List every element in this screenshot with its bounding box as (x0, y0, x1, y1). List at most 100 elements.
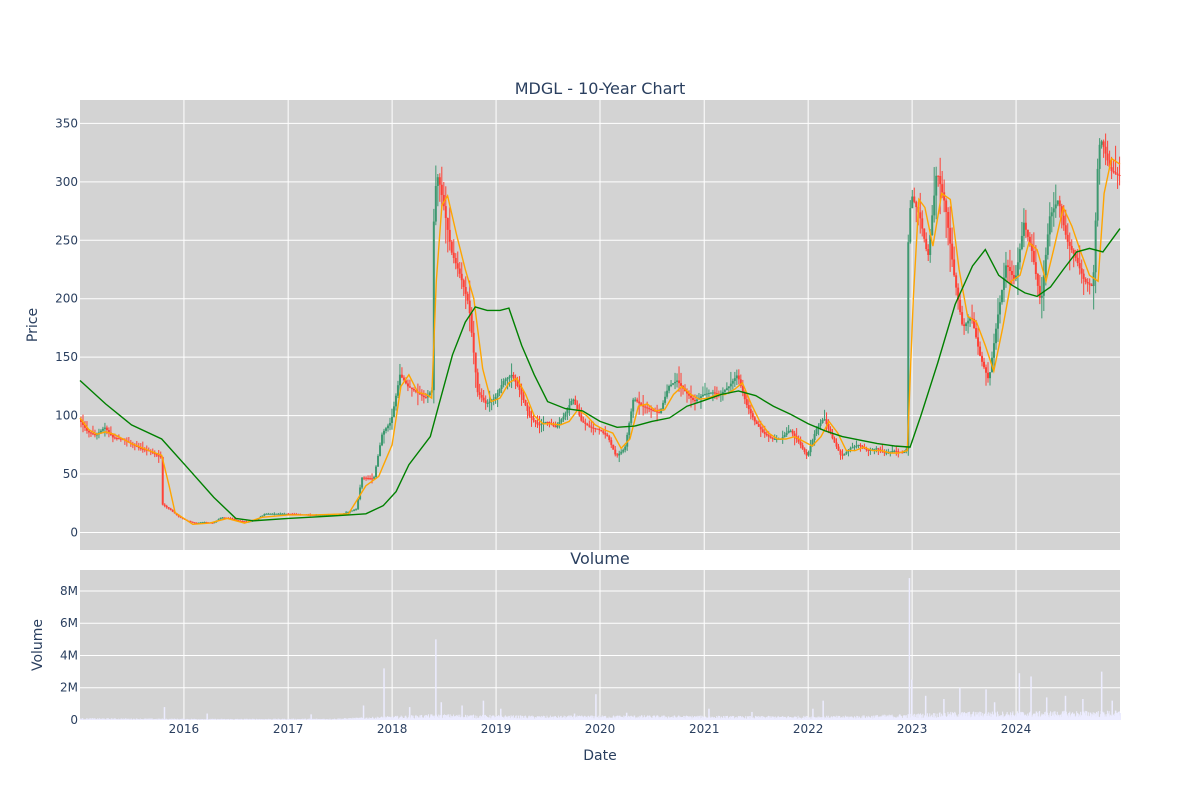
volume-bar (307, 718, 309, 720)
volume-bar (361, 717, 363, 720)
volume-bar (503, 717, 505, 720)
volume-bar (131, 719, 133, 720)
volume-bar (314, 719, 316, 720)
volume-bar (607, 718, 609, 720)
volume-bar (418, 717, 420, 720)
volume-bar (651, 718, 653, 720)
volume-bar (299, 719, 301, 720)
volume-bar (169, 719, 171, 720)
volume-bar (542, 717, 544, 720)
volume-bar (417, 717, 419, 720)
volume-bar (930, 716, 932, 720)
volume-bar (903, 715, 905, 720)
volume-bar (1055, 714, 1057, 720)
volume-bar (267, 718, 269, 720)
volume-bar (647, 715, 649, 720)
volume-bar (262, 719, 264, 720)
volume-bar (761, 715, 763, 720)
price-candle-down (755, 421, 758, 425)
volume-bar (622, 718, 624, 720)
volume-bar (796, 718, 798, 720)
volume-bar (365, 717, 367, 720)
volume-bar (205, 718, 207, 720)
volume-bar (114, 718, 116, 720)
volume-bar (136, 718, 138, 720)
volume-bar (884, 717, 886, 720)
volume-bar (591, 715, 593, 720)
volume-bar (821, 717, 823, 720)
volume-bar (598, 715, 600, 720)
volume-bar (457, 715, 459, 720)
volume-bar (1091, 714, 1093, 720)
volume-bar (715, 717, 717, 720)
price-candle-up (783, 435, 786, 438)
volume-bar (989, 716, 991, 720)
volume-bar (834, 717, 836, 720)
volume-bar (1084, 710, 1086, 720)
volume-bar (103, 718, 105, 720)
volume-bar (753, 718, 755, 720)
volume-bar (728, 718, 730, 720)
price-candle-down (743, 392, 746, 400)
volume-bar (615, 716, 617, 720)
volume-bar (1113, 714, 1115, 720)
volume-bar (595, 694, 597, 720)
volume-bar (251, 719, 253, 720)
volume-bar (1102, 711, 1104, 720)
volume-bar (835, 715, 837, 720)
volume-bar (875, 716, 877, 720)
volume-bar (827, 715, 829, 720)
price-candle-down (963, 324, 966, 327)
volume-bar (103, 718, 105, 720)
price-candle-down (93, 434, 96, 436)
volume-bar (711, 717, 713, 720)
volume-bar (368, 717, 370, 720)
volume-bar (949, 714, 951, 720)
volume-bar (428, 718, 430, 720)
volume-bar (720, 718, 722, 720)
volume-bar (213, 719, 215, 720)
volume-bar (1116, 712, 1118, 720)
price-candle-down (105, 427, 108, 431)
volume-bar (132, 719, 134, 720)
price-candle-up (1056, 200, 1059, 205)
volume-bar (712, 717, 714, 720)
volume-bar (646, 715, 648, 720)
volume-bar (600, 716, 602, 720)
volume-bar (742, 717, 744, 720)
volume-bar (827, 717, 829, 720)
volume-bar (322, 718, 324, 720)
volume-bar (658, 718, 660, 720)
price-candle-up (325, 514, 328, 516)
volume-bar (308, 718, 310, 720)
volume-bar (977, 714, 979, 720)
price-candle-up (823, 419, 826, 421)
price-candle-up (907, 242, 910, 450)
volume-bar (867, 715, 869, 720)
price-candle-down (458, 268, 461, 274)
volume-bar (558, 718, 560, 720)
price-candle-up (353, 509, 356, 511)
price-candle-down (590, 426, 593, 428)
volume-bar (743, 718, 745, 720)
volume-bar (819, 717, 821, 720)
volume-bar (407, 717, 409, 720)
volume-bar (404, 716, 406, 720)
volume-bar (562, 717, 564, 720)
volume-bar (539, 717, 541, 720)
volume-bar (840, 717, 842, 720)
price-candle-up (277, 513, 280, 515)
volume-bar (81, 718, 83, 720)
price-candle-down (440, 184, 443, 195)
volume-bar (1071, 713, 1073, 720)
volume-bar (747, 716, 749, 720)
price-candle-up (386, 425, 389, 429)
volume-bar (1014, 716, 1016, 720)
volume-bar (612, 716, 614, 720)
price-candle-down (1082, 273, 1085, 279)
volume-bar (1068, 712, 1070, 720)
volume-bar (1030, 676, 1032, 720)
volume-bar (599, 715, 601, 720)
volume-bar (881, 716, 883, 720)
volume-bar (156, 719, 158, 720)
